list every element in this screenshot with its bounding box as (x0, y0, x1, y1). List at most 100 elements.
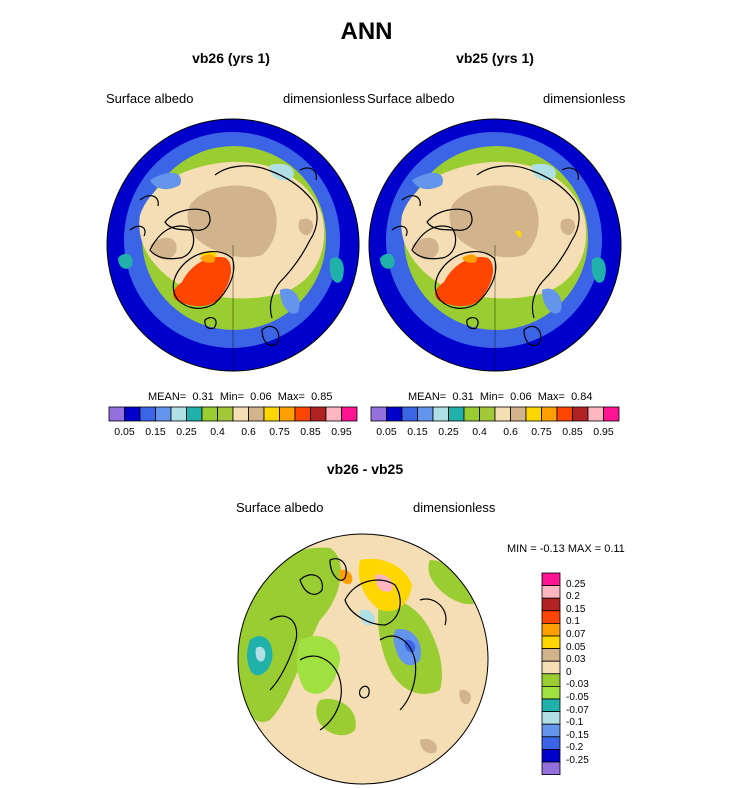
min-label: Min= (219, 391, 245, 403)
max-value: 0.85 (311, 391, 333, 403)
colorbar-swatch (494, 406, 511, 422)
diff-colorbar-tick-label: -0.2 (566, 742, 584, 754)
max-label: Max= (277, 391, 305, 403)
colorbar-swatch (525, 406, 542, 422)
diff-colorbar-swatch (541, 610, 561, 624)
colorbar-swatch (124, 406, 141, 422)
colorbar-tick-label: 0.95 (593, 426, 614, 438)
diff-colorbar-swatch (541, 623, 561, 637)
colorbar-swatch (294, 406, 311, 422)
colorbar-tick-label: 0.75 (269, 426, 290, 438)
diff-colorbar-swatch (541, 711, 561, 725)
diff-colorbar-tick-label: 0.15 (566, 603, 586, 615)
colorbar-swatch (263, 406, 280, 422)
colorbar-swatch (603, 406, 620, 422)
colorbar-swatch (201, 406, 218, 422)
colorbar-swatch (170, 406, 187, 422)
colorbar-tick-label: 0.6 (241, 426, 256, 438)
colorbar-swatch (186, 406, 203, 422)
colorbar-swatch (572, 406, 589, 422)
colorbar-tick-label: 0.4 (472, 426, 487, 438)
colorbar-swatch (432, 406, 449, 422)
colorbar-2 (370, 406, 620, 422)
diff-colorbar-swatch (541, 673, 561, 687)
diff-colorbar-tick-label: 0.2 (566, 591, 580, 603)
diff-panel-variable-label: Surface albedo (236, 500, 324, 515)
diff-colorbar-tick-label: -0.03 (566, 679, 589, 691)
colorbar-swatch (401, 406, 418, 422)
panel-1-units-label: dimensionless (283, 91, 366, 106)
colorbar-swatch (587, 406, 604, 422)
colorbar-swatch (556, 406, 573, 422)
colorbar-swatch (386, 406, 403, 422)
colorbar-swatch (541, 406, 558, 422)
diff-colorbar-swatch (541, 761, 561, 776)
diff-colorbar-tick-label: 0.07 (566, 629, 586, 640)
colorbar-swatch (341, 406, 358, 422)
colorbar-tick-label: 0.05 (114, 426, 135, 438)
diff-colorbar-tick-label: -0.15 (566, 729, 589, 741)
panel-2-title: vb25 (yrs 1) (456, 50, 534, 66)
colorbar-swatch (139, 406, 156, 422)
diff-colorbar-tick-label: -0.1 (566, 717, 584, 729)
colorbar-swatch (310, 406, 327, 422)
diff-colorbar-tick-label: -0.25 (566, 755, 589, 766)
panel-1-map (107, 119, 359, 371)
diff-colorbar (541, 572, 561, 776)
diff-colorbar-swatch (541, 635, 561, 650)
colorbar-swatch (108, 406, 125, 422)
diff-colorbar-tick-label: 0 (566, 666, 572, 678)
diff-colorbar-tick-label: -0.07 (566, 704, 589, 716)
min-value: 0.06 (250, 391, 272, 403)
diff-colorbar-swatch (541, 597, 561, 612)
colorbar-tick-label: 0.25 (438, 426, 459, 438)
diff-colorbar-swatch (541, 572, 561, 587)
colorbar-swatch (248, 406, 265, 422)
colorbar-swatch (325, 406, 342, 422)
colorbar-tick-label: 0.15 (145, 426, 166, 438)
diff-panel-units-label: dimensionless (413, 500, 496, 515)
colorbar-swatch (232, 406, 249, 422)
colorbar-swatch (217, 406, 234, 422)
panel-2-units-label: dimensionless (543, 91, 626, 106)
colorbar-swatch (279, 406, 296, 422)
diff-colorbar-tick-label: -0.05 (566, 692, 589, 703)
diff-panel-title: vb26 - vb25 (326, 461, 404, 477)
max-value: 0.84 (571, 391, 593, 403)
colorbar-tick-label: 0.15 (407, 426, 428, 438)
diff-colorbar-tick-label: 0.25 (566, 578, 586, 590)
colorbar-swatch (510, 406, 527, 422)
colorbar-1 (108, 406, 358, 422)
colorbar-swatch (448, 406, 465, 422)
diff-colorbar-tick-label: 0.05 (566, 641, 586, 653)
diff-colorbar-tick-label: 0.03 (566, 654, 586, 666)
colorbar-swatch (417, 406, 434, 422)
colorbar-tick-label: 0.25 (176, 426, 197, 438)
colorbar-tick-label: 0.85 (562, 426, 583, 438)
colorbar-tick-label: 0.4 (210, 426, 225, 438)
max-label: Max= (537, 391, 565, 403)
diff-colorbar-swatch (541, 686, 561, 700)
colorbar-swatch (370, 406, 387, 422)
colorbar-tick-label: 0.6 (503, 426, 518, 438)
panel-1-variable-label: Surface albedo (106, 91, 194, 106)
panel-2-variable-label: Surface albedo (367, 91, 455, 106)
diff-map (238, 534, 488, 784)
panel-2-map (369, 119, 621, 371)
diff-minmax-text: MIN = -0.13 MAX = 0.11 (507, 543, 625, 555)
mean-value: 0.31 (452, 391, 474, 403)
mean-label: MEAN= (408, 391, 447, 403)
diff-colorbar-swatch (541, 723, 561, 738)
diff-colorbar-swatch (541, 749, 561, 763)
diff-colorbar-swatch (541, 736, 561, 750)
colorbar-swatch (479, 406, 496, 422)
min-label: Min= (479, 391, 505, 403)
mean-label: MEAN= (148, 391, 187, 403)
diff-colorbar-swatch (541, 660, 561, 675)
min-value: 0.06 (510, 391, 532, 403)
mean-value: 0.31 (192, 391, 214, 403)
diff-colorbar-swatch (541, 585, 561, 599)
panel-1-title: vb26 (yrs 1) (192, 50, 270, 66)
panel-1-stats: MEAN= 0.31 Min= 0.06 Max= 0.85 (148, 391, 332, 403)
